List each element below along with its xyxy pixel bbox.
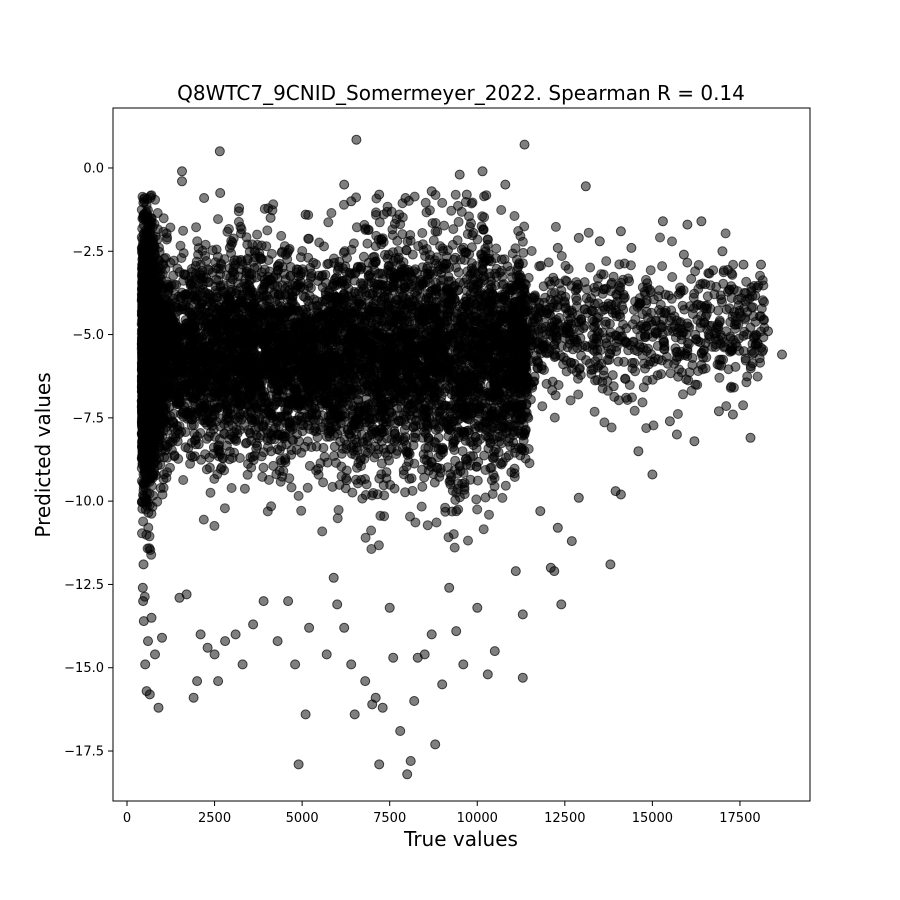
- scatter-point: [478, 224, 489, 235]
- scatter-point: [178, 475, 189, 485]
- scatter-point: [317, 526, 328, 537]
- scatter-point: [583, 227, 594, 238]
- scatter-point: [449, 542, 460, 553]
- scatter-point: [472, 504, 483, 515]
- scatter-point: [637, 397, 648, 408]
- scatter-point: [453, 216, 464, 227]
- scatter-point: [683, 375, 694, 386]
- scatter-point: [410, 517, 421, 528]
- scatter-point: [366, 544, 377, 554]
- scatter-point: [500, 480, 511, 491]
- scatter-point: [550, 221, 561, 232]
- scatter-point: [191, 222, 202, 233]
- scatter-point: [656, 369, 667, 380]
- dense-point-cloud: [136, 189, 770, 602]
- scatter-point: [205, 487, 216, 498]
- scatter-point: [429, 477, 440, 488]
- scatter-point: [144, 531, 155, 542]
- scatter-point: [296, 505, 307, 516]
- scatter-point: [693, 260, 704, 270]
- scatter-point: [155, 483, 166, 493]
- scatter-point: [428, 235, 439, 246]
- scatter-point: [478, 524, 489, 535]
- scatter-point: [286, 482, 297, 493]
- scatter-point: [165, 222, 176, 233]
- scatter-point: [537, 401, 548, 412]
- scatter-point: [223, 224, 234, 234]
- scatter-point: [419, 454, 430, 465]
- scatter-point: [209, 520, 220, 531]
- scatter-point: [578, 323, 589, 334]
- scatter-point: [198, 514, 209, 525]
- scatter-point: [219, 503, 230, 514]
- scatter-point: [360, 532, 371, 543]
- scatter-point: [333, 505, 344, 515]
- scatter-point: [175, 240, 186, 251]
- scatter-point: [450, 189, 461, 200]
- scatter-point: [417, 481, 428, 492]
- scatter-point: [407, 485, 418, 496]
- scatter-point: [394, 209, 405, 220]
- scatter-point: [573, 389, 584, 400]
- scatter-point: [585, 262, 596, 273]
- scatter-point: [327, 481, 338, 492]
- scatter-point: [226, 483, 237, 493]
- scatter-point: [347, 487, 358, 498]
- scatter-point: [241, 437, 252, 448]
- scatter-point: [322, 457, 333, 468]
- scatter-point: [252, 229, 263, 240]
- scatter-point: [752, 371, 763, 382]
- scatter-point: [262, 225, 273, 236]
- scatter-point: [742, 371, 753, 382]
- scatter-point: [446, 205, 457, 216]
- scatter-point: [439, 220, 450, 231]
- scatter-point: [422, 520, 433, 531]
- scatter-point: [549, 412, 560, 423]
- scatter-point: [268, 460, 279, 471]
- scatter-point: [481, 190, 492, 201]
- scatter-point: [526, 246, 537, 256]
- scatter-point: [496, 205, 507, 215]
- scatter-point: [720, 228, 731, 239]
- scatter-point: [431, 517, 442, 528]
- scatter-point: [657, 261, 668, 272]
- scatter-point: [589, 406, 600, 417]
- scatter-point: [484, 509, 494, 520]
- scatter-point: [723, 364, 734, 375]
- scatter-point: [273, 260, 284, 271]
